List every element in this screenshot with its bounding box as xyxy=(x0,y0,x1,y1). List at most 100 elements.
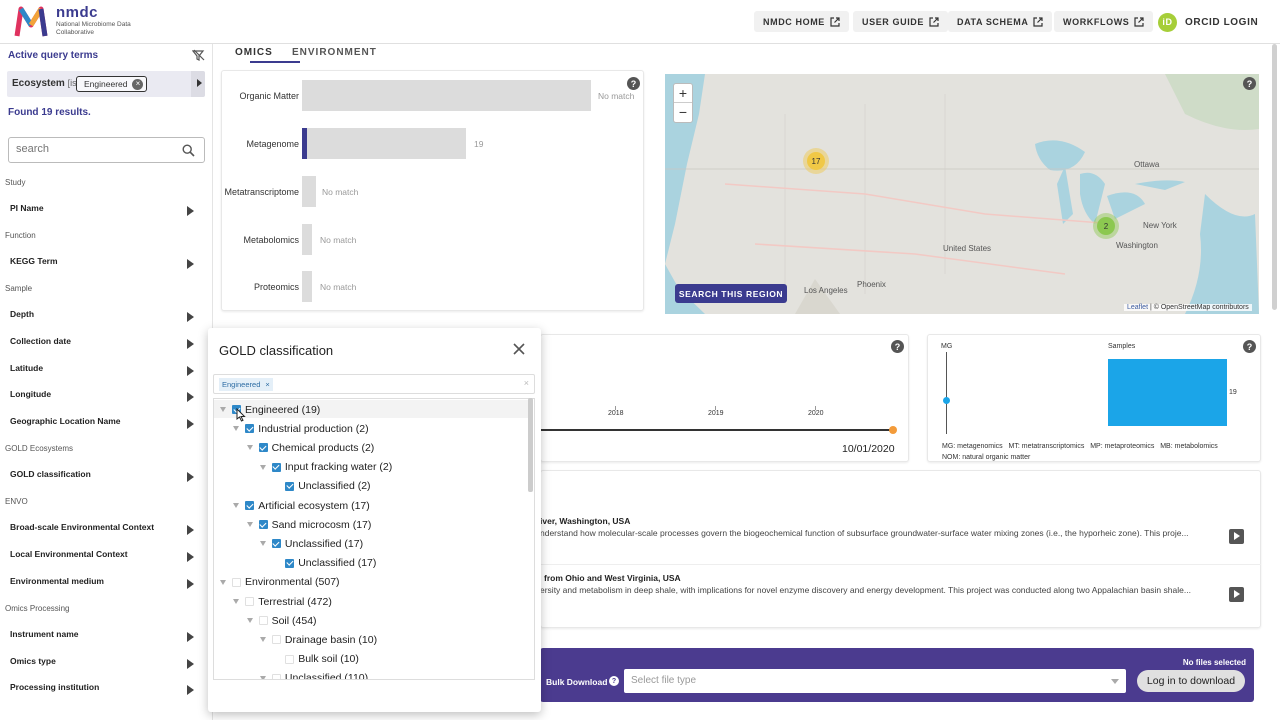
orcid-login-button[interactable]: iD ORCID LOGIN xyxy=(1158,11,1258,33)
open-study-arrow-icon[interactable] xyxy=(1229,529,1244,544)
leaflet-link[interactable]: Leaflet xyxy=(1127,304,1149,311)
facet-depth[interactable]: Depth xyxy=(10,309,198,325)
clear-filter-icon[interactable] xyxy=(192,49,205,62)
tree-node[interactable]: Sand microcosm (17) xyxy=(246,516,371,533)
tree-checkbox[interactable] xyxy=(285,558,295,568)
help-icon[interactable]: ? xyxy=(1243,77,1256,90)
help-icon[interactable]: ? xyxy=(891,340,904,353)
tree-node[interactable]: Bulk soil (10) xyxy=(272,651,359,668)
help-icon[interactable]: ? xyxy=(627,77,640,90)
filter-chip[interactable]: Engineered × xyxy=(219,378,273,391)
facet-latitude[interactable]: Latitude xyxy=(10,363,198,379)
chevron-down-icon[interactable] xyxy=(246,520,255,529)
tree-filter-input[interactable]: Engineered × × xyxy=(213,374,535,394)
nav-user-guide[interactable]: USER GUIDE xyxy=(853,11,949,32)
zoom-in-button[interactable]: + xyxy=(674,84,692,103)
chevron-down-icon[interactable] xyxy=(219,405,228,414)
remove-chip-icon[interactable]: × xyxy=(265,380,270,389)
tree-node[interactable]: Unclassified (110) xyxy=(259,670,368,679)
tree-checkbox[interactable] xyxy=(258,443,268,453)
tree-checkbox[interactable] xyxy=(285,654,295,664)
nmdc-logo[interactable]: nmdc National Microbiome Data Collaborat… xyxy=(10,3,131,41)
facet-pi-name[interactable]: PI Name xyxy=(10,203,198,219)
facet-geographic-location[interactable]: Geographic Location Name xyxy=(10,416,198,432)
tree-node[interactable]: Drainage basin (10) xyxy=(259,631,377,648)
chevron-down-icon[interactable] xyxy=(259,674,268,679)
active-query-term[interactable]: Ecosystem [is] Engineered × xyxy=(7,71,205,97)
tree-checkbox[interactable] xyxy=(258,520,268,530)
tree-node[interactable]: Artificial ecosystem (17) xyxy=(232,497,370,514)
tree-scrollbar[interactable] xyxy=(528,398,533,492)
chevron-down-icon[interactable] xyxy=(246,443,255,452)
chevron-down-icon[interactable] xyxy=(259,635,268,644)
search-icon[interactable] xyxy=(182,144,195,157)
facet-collection-date[interactable]: Collection date xyxy=(10,336,198,352)
tree-checkbox[interactable] xyxy=(245,424,255,434)
page-scrollbar[interactable] xyxy=(1272,44,1277,310)
login-to-download-button[interactable]: Log in to download xyxy=(1137,670,1245,692)
study-row[interactable]: iver, Washington, USA nderstand how mole… xyxy=(540,508,1261,563)
query-term-chip[interactable]: Engineered × xyxy=(76,76,148,92)
chevron-down-icon[interactable] xyxy=(232,501,241,510)
map-cluster[interactable]: 2 xyxy=(1093,213,1119,239)
facet-omics-type[interactable]: Omics type xyxy=(10,656,198,672)
timeline-end-handle[interactable] xyxy=(889,426,897,434)
chevron-down-icon[interactable] xyxy=(232,597,241,606)
chevron-down-icon[interactable] xyxy=(232,424,241,433)
tree-checkbox[interactable] xyxy=(258,616,268,626)
facet-local-context[interactable]: Local Environmental Context xyxy=(10,549,198,565)
expand-arrow-icon[interactable] xyxy=(197,79,202,87)
bar-metabolomics[interactable] xyxy=(302,224,312,255)
chevron-down-icon[interactable] xyxy=(246,616,255,625)
tree-checkbox[interactable] xyxy=(245,501,255,510)
tree-node[interactable]: Engineered (19) xyxy=(219,401,320,418)
zoom-out-button[interactable]: − xyxy=(678,104,688,120)
facet-instrument-name[interactable]: Instrument name xyxy=(10,629,198,645)
clear-filter-icon[interactable]: × xyxy=(523,378,529,388)
help-icon[interactable]: ? xyxy=(609,676,619,686)
facet-processing-institution[interactable]: Processing institution xyxy=(10,682,198,698)
search-input[interactable] xyxy=(16,143,176,155)
tree-checkbox[interactable] xyxy=(245,597,255,606)
tree-checkbox[interactable] xyxy=(232,577,241,587)
tree-checkbox[interactable] xyxy=(271,462,281,472)
facet-kegg-term[interactable]: KEGG Term xyxy=(10,256,198,272)
chevron-down-icon[interactable] xyxy=(259,539,268,548)
timeline-track[interactable] xyxy=(541,429,893,431)
bar-proteomics[interactable] xyxy=(302,271,312,302)
facet-environmental-medium[interactable]: Environmental medium xyxy=(10,576,198,592)
samples-bar[interactable] xyxy=(1108,359,1227,426)
map[interactable] xyxy=(665,74,1259,314)
tree-node[interactable]: Industrial production (2) xyxy=(232,420,369,437)
tab-environment[interactable]: ENVIRONMENT xyxy=(292,47,377,58)
tree-node[interactable]: Unclassified (17) xyxy=(259,535,363,552)
tree-node[interactable]: Soil (454) xyxy=(246,612,317,629)
bar-organic-matter[interactable] xyxy=(302,80,591,111)
chevron-down-icon[interactable] xyxy=(219,578,228,587)
open-study-arrow-icon[interactable] xyxy=(1229,587,1244,602)
tree-checkbox[interactable] xyxy=(271,635,281,645)
bar-metagenome[interactable] xyxy=(302,128,466,159)
study-row[interactable]: from Ohio and West Virginia, USA ersity … xyxy=(540,564,1261,619)
tree-node[interactable]: Unclassified (17) xyxy=(272,555,376,572)
mg-data-point[interactable] xyxy=(943,397,950,404)
facet-broad-scale-context[interactable]: Broad-scale Environmental Context xyxy=(10,522,198,538)
tab-omics[interactable]: OMICS xyxy=(235,47,273,58)
tree-checkbox[interactable] xyxy=(271,673,281,679)
nav-data-schema[interactable]: DATA SCHEMA xyxy=(948,11,1053,32)
remove-chip-icon[interactable]: × xyxy=(132,78,144,90)
tree-node[interactable]: Terrestrial (472) xyxy=(232,593,332,610)
tree-checkbox[interactable] xyxy=(285,481,295,491)
nav-nmdc-home[interactable]: NMDC HOME xyxy=(754,11,849,32)
help-icon[interactable]: ? xyxy=(1243,340,1256,353)
bar-metatranscriptome[interactable] xyxy=(302,176,316,207)
search-this-region-button[interactable]: SEARCH THIS REGION xyxy=(675,284,787,303)
chevron-down-icon[interactable] xyxy=(259,463,268,472)
tree-node[interactable]: Unclassified (2) xyxy=(272,478,371,495)
map-cluster[interactable]: 17 xyxy=(803,148,829,174)
facet-longitude[interactable]: Longitude xyxy=(10,389,198,405)
nav-workflows[interactable]: WORKFLOWS xyxy=(1054,11,1154,32)
search-field[interactable] xyxy=(8,137,205,163)
file-type-select[interactable]: Select file type xyxy=(624,669,1126,693)
close-icon[interactable] xyxy=(513,343,525,355)
